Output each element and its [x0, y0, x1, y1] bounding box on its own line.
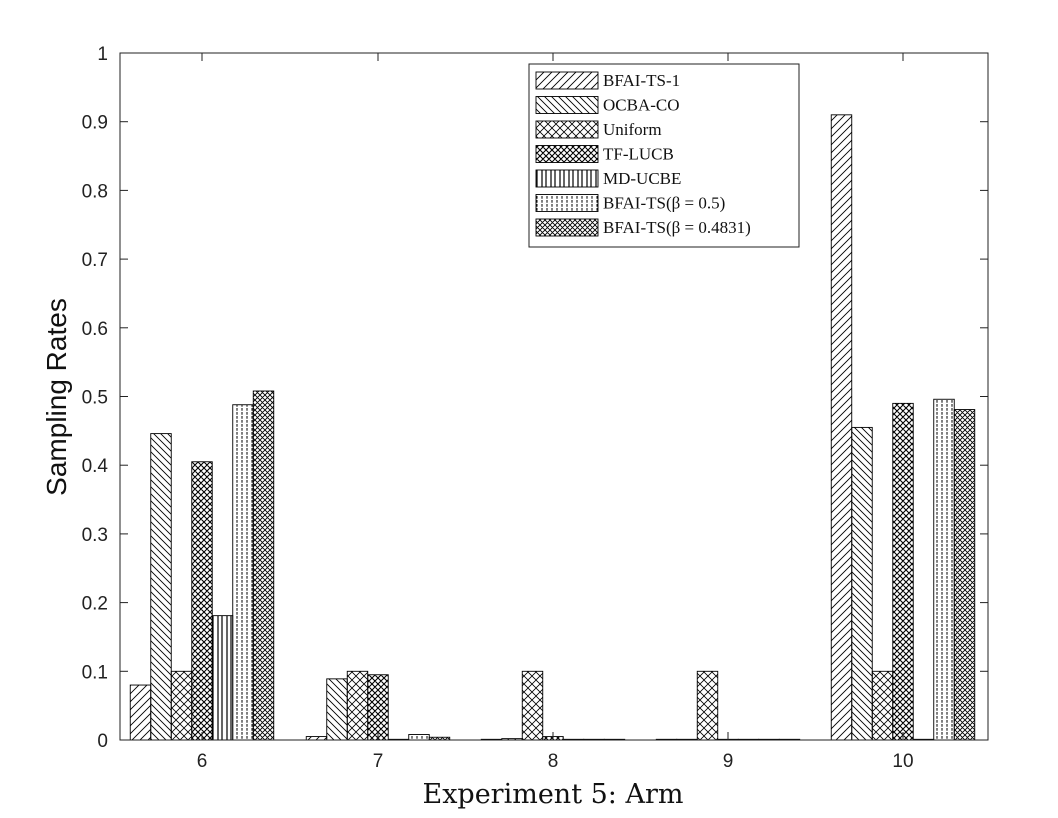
bars-layer [129, 114, 976, 741]
legend-swatch [535, 71, 599, 90]
bar [326, 678, 348, 741]
y-tick-label: 0.7 [82, 250, 108, 271]
y-tick-label: 0.5 [82, 388, 108, 409]
bar [851, 426, 873, 741]
bar [305, 736, 328, 741]
y-tick-label: 0.8 [82, 181, 108, 202]
x-tick-label: 7 [373, 751, 384, 772]
x-axis-title: Experiment 5: Arm [422, 779, 683, 810]
bar [346, 670, 369, 741]
bar [521, 670, 544, 741]
bar [129, 684, 152, 741]
legend-label: BFAI-TS(β = 0.5) [603, 194, 725, 213]
bar [953, 409, 976, 741]
legend-label: TF-LUCB [603, 145, 674, 164]
bar [170, 670, 193, 741]
legend-label: BFAI-TS(β = 0.4831) [603, 218, 751, 237]
y-tick-label: 0 [97, 731, 108, 752]
legend-swatch [535, 218, 599, 237]
legend-swatch [535, 194, 599, 212]
legend-swatch [535, 145, 599, 163]
x-tick-label: 10 [892, 751, 913, 772]
bar [892, 402, 914, 741]
bar [252, 390, 275, 741]
y-tick-label: 0.3 [82, 525, 108, 546]
bar [232, 404, 254, 741]
legend-swatch [535, 120, 599, 139]
bar [191, 461, 213, 741]
bar [933, 398, 955, 741]
bar [830, 114, 853, 741]
y-tick-label: 0.4 [82, 456, 109, 477]
legend-label: OCBA-CO [603, 96, 680, 115]
bar [211, 615, 234, 741]
x-tick-label: 6 [197, 751, 208, 772]
legend-label: MD-UCBE [603, 169, 681, 188]
y-tick-label: 0.6 [82, 319, 108, 340]
bar [150, 433, 172, 741]
x-tick-label: 9 [723, 751, 734, 772]
bar [871, 670, 894, 741]
legend: BFAI-TS-1 OCBA-CO Uniform TF-LUCB MD-UCBE BFA… [528, 63, 800, 248]
y-axis: 0 0.1 0.2 0.3 0.4 0.5 0.6 0.7 0.8 0.9 1 [82, 44, 988, 752]
x-tick-label: 8 [548, 751, 559, 772]
legend-label: Uniform [603, 120, 662, 139]
y-tick-label: 0.9 [82, 113, 108, 134]
legend-swatch [535, 96, 599, 114]
bar [367, 674, 389, 741]
y-tick-label: 0.2 [82, 594, 108, 615]
y-axis-title: Sampling Rates [41, 298, 72, 496]
legend-swatch [535, 169, 599, 188]
y-tick-label: 0.1 [82, 662, 108, 683]
bar [696, 670, 719, 741]
x-axis: 6 7 8 9 10 [197, 53, 914, 772]
bar [408, 734, 430, 741]
y-tick-label: 1 [97, 44, 108, 65]
legend-label: BFAI-TS-1 [603, 71, 680, 90]
